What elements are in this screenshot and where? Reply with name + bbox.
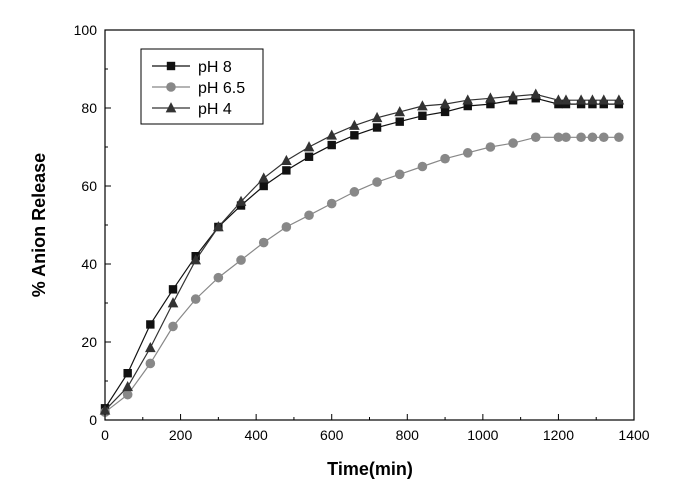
series-line: [104, 136, 619, 413]
data-point-circle: [349, 187, 360, 197]
data-point-circle: [440, 153, 450, 164]
data-point-triangle: [165, 102, 177, 113]
x-tick-label: 1000: [467, 427, 498, 443]
data-point-triangle: [349, 119, 360, 130]
data-point-square: [418, 111, 427, 120]
data-point-circle: [168, 321, 178, 332]
data-point-triangle: [394, 106, 406, 117]
data-point-square: [350, 131, 359, 140]
data-point-triangle: [213, 221, 224, 232]
data-point-circle: [258, 237, 269, 248]
data-point-square: [486, 99, 495, 109]
data-point-circle: [394, 169, 405, 180]
y-tick-label: 60: [81, 178, 97, 194]
x-axis-title: Time(min): [327, 459, 413, 479]
data-point-circle: [576, 132, 586, 143]
data-point-circle: [598, 132, 609, 143]
data-point-circle: [614, 132, 624, 143]
data-point-square: [146, 320, 155, 329]
data-point-circle: [530, 132, 541, 143]
series-line: [104, 93, 619, 411]
data-point-circle: [508, 138, 518, 148]
legend-label: pH 4: [198, 101, 232, 118]
data-point-triangle: [258, 172, 270, 183]
data-point-triangle: [190, 254, 202, 265]
data-point-triangle: [417, 100, 428, 111]
data-point-triangle: [326, 129, 338, 140]
legend-label: pH 8: [198, 59, 232, 76]
x-tick-label: 600: [320, 427, 344, 443]
data-point-square: [168, 285, 178, 294]
data-point-triangle: [462, 94, 474, 105]
data-point-circle: [166, 82, 176, 92]
data-point-circle: [281, 222, 292, 232]
data-point-circle: [485, 142, 496, 152]
data-point-triangle: [281, 154, 292, 165]
data-point-circle: [372, 177, 382, 187]
legend: pH 8 pH 6.5 pH 4: [140, 48, 264, 125]
data-point-triangle: [575, 94, 587, 105]
data-point-triangle: [530, 88, 542, 99]
y-tick-label: 100: [74, 22, 98, 38]
y-tick-label: 0: [89, 412, 97, 428]
x-tick-label: 1200: [543, 427, 574, 443]
data-point-triangle: [553, 94, 564, 105]
y-tick-label: 20: [81, 334, 97, 350]
x-tick-label: 0: [101, 427, 109, 443]
data-point-triangle: [303, 141, 315, 152]
data-point-square: [282, 166, 291, 175]
data-point-square: [259, 181, 268, 191]
data-point-circle: [122, 389, 133, 400]
data-point-square: [395, 117, 404, 126]
y-axis-title: % Anion Release: [29, 153, 49, 297]
data-point-triangle: [485, 92, 496, 103]
axes-layer: 0 200 400 600 800 1000 1200 1400 0 20 40 60 80 100: [74, 22, 650, 443]
x-tick-label: 200: [169, 427, 193, 443]
data-point-circle: [462, 148, 473, 158]
data-point-circle: [561, 132, 571, 143]
series-ph-6.5: [100, 132, 624, 418]
data-point-circle: [236, 255, 246, 265]
data-point-square: [440, 107, 450, 117]
x-tick-label: 1400: [618, 427, 649, 443]
data-point-triangle: [507, 90, 519, 101]
data-point-triangle: [613, 94, 625, 105]
data-point-square: [463, 101, 472, 111]
data-point-circle: [304, 210, 314, 221]
x-tick-label: 800: [396, 427, 420, 443]
data-point-square: [123, 369, 132, 378]
data-point-square: [372, 123, 382, 132]
series-line: [104, 97, 619, 409]
data-point-circle: [145, 358, 156, 369]
data-point-circle: [553, 132, 564, 143]
data-point-circle: [326, 198, 337, 209]
y-tick-label: 40: [81, 256, 97, 272]
data-point-square: [327, 140, 336, 150]
x-tick-label: 400: [244, 427, 268, 443]
series-layer: [99, 88, 625, 418]
data-point-circle: [417, 161, 428, 172]
data-point-circle: [213, 272, 224, 283]
legend-label: pH 6.5: [198, 80, 245, 97]
data-point-square: [304, 152, 314, 161]
y-tick-label: 80: [81, 100, 97, 116]
data-point-triangle: [598, 94, 610, 105]
data-point-triangle: [99, 404, 111, 415]
data-point-triangle: [371, 111, 383, 123]
data-point-triangle: [235, 195, 247, 206]
data-point-triangle: [145, 342, 156, 353]
data-point-triangle: [439, 98, 451, 109]
data-point-circle: [587, 132, 598, 143]
series-ph-4: [99, 88, 625, 415]
data-point-square: [166, 61, 176, 71]
data-point-triangle: [560, 94, 572, 105]
data-point-triangle: [167, 297, 179, 308]
series-ph-8: [100, 94, 624, 413]
data-point-triangle: [122, 381, 134, 392]
data-point-triangle: [587, 94, 598, 105]
data-point-circle: [190, 294, 201, 304]
